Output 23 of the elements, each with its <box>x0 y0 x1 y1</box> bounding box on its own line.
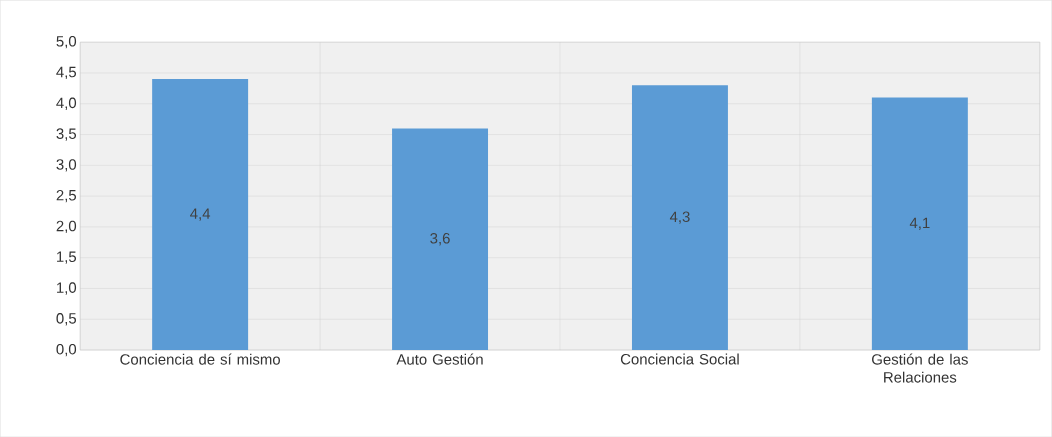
bar <box>871 97 968 350</box>
data-label: 4,3 <box>669 211 690 224</box>
y-tick-label: 5,0 <box>56 35 77 49</box>
data-label: 3,6 <box>430 232 450 246</box>
y-tick-label: 0,0 <box>56 343 77 357</box>
y-tick-label: 2,5 <box>56 189 77 203</box>
y-tick-label: 3,0 <box>56 159 77 172</box>
y-tick-label: 4,0 <box>56 97 77 110</box>
y-tick-label: 3,5 <box>56 128 77 141</box>
bar <box>392 128 489 350</box>
y-tick-label: 0,5 <box>56 312 77 326</box>
data-label: 4,4 <box>190 208 211 221</box>
y-tick-label: 1,5 <box>57 251 77 264</box>
x-tick-label: Conciencia Social <box>620 353 739 365</box>
y-tick-label: 2,0 <box>56 220 77 233</box>
x-tick-label: Gestión de las Relaciones <box>872 353 968 383</box>
y-tick-label: 4,5 <box>56 66 77 79</box>
y-tick-label: 1,0 <box>57 282 77 295</box>
x-tick-label: Conciencia de sí mismo <box>120 353 280 365</box>
bar <box>152 79 249 350</box>
bar <box>631 85 728 350</box>
data-label: 4,1 <box>909 217 930 230</box>
x-tick-label: Auto Gestión <box>396 353 483 365</box>
